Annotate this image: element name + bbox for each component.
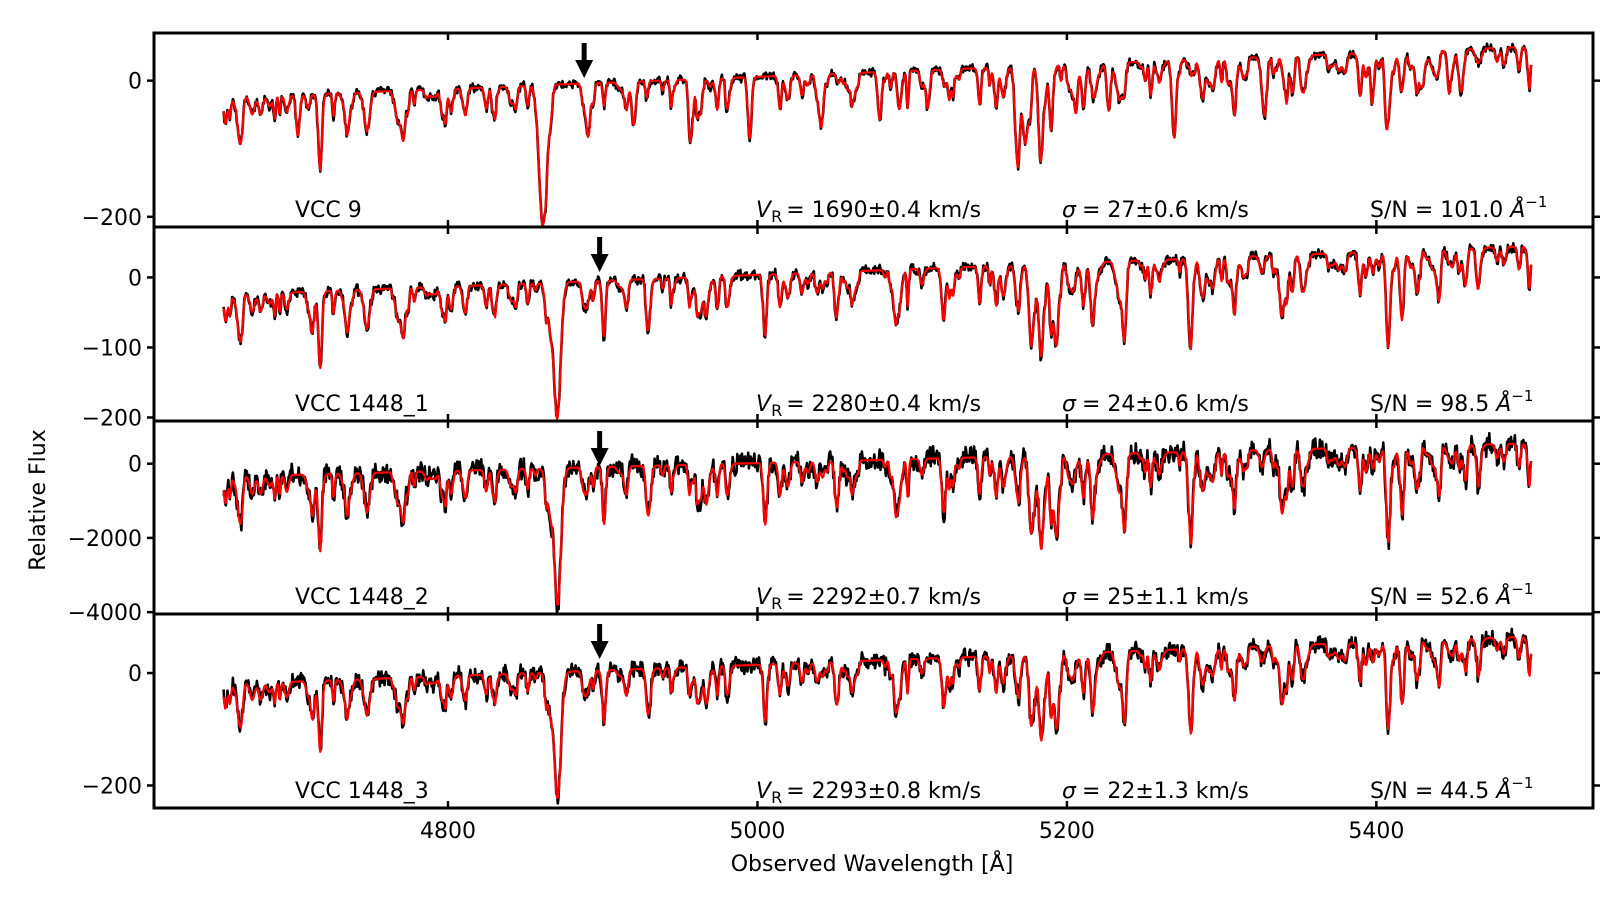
panel-frame [152,612,1595,810]
signal-to-noise-label: S/N = 101.0 Å−1 [1370,193,1547,223]
dispersion-label: σ = 24±0.6 km/s [1062,392,1249,417]
velocity-label: VR = 2292±0.7 km/s [756,585,981,613]
galaxy-name-label: VCC 1448_3 [295,779,429,804]
velocity-label: VR = 2293±0.8 km/s [756,779,981,807]
y-tick-label: 0 [128,266,142,291]
dispersion-label: σ = 22±1.3 km/s [1062,779,1249,804]
galaxy-name-label: VCC 1448_1 [295,392,429,417]
model-spectrum-line [222,442,1533,606]
signal-to-noise-label: S/N = 52.6 Å−1 [1370,580,1533,610]
x-tick-label: 5400 [1348,819,1404,844]
velocity-label: VR = 1690±0.4 km/s [756,198,981,226]
y-tick-label: −2000 [68,527,142,552]
velocity-label: VR = 2280±0.4 km/s [756,392,981,420]
spectrum-panel: 0 −100 −200 VCC 1448_1 VR = 2280±0.4 km/s σ = 2… [82,225,1600,431]
y-axis-label: Relative Flux [26,429,51,570]
spectrum-panel: 0 −200 VCC 9 VR = 1690±0.4 km/s σ = 27±0.6 km/… [82,31,1600,231]
observed-spectrum-line [222,627,1533,805]
galaxy-name-label: VCC 1448_2 [295,585,429,610]
y-tick-label: −200 [82,206,142,231]
spectrum-panel: 0 −2000 −4000 VCC 1448_2 VR = 2292±0.7 km/s σ =… [68,419,1600,626]
galaxy-name-label: VCC 9 [295,198,362,223]
y-tick-label: 0 [128,662,142,687]
model-spectrum-line [222,636,1533,799]
hbeta-arrow-head [590,641,609,659]
panels-group: 0 −200 VCC 9 VR = 1690±0.4 km/s σ = 27±0.6 km/… [68,31,1600,844]
dispersion-label: σ = 25±1.1 km/s [1062,585,1249,610]
y-tick-label: 0 [128,70,142,95]
y-tick-label: −200 [82,775,142,800]
spectrum-panel: 0 −200 VCC 1448_3 VR = 2293±0.8 km/s σ = 22±1.… [82,612,1600,810]
y-tick-label: −4000 [68,601,142,626]
model-spectrum-line [222,245,1533,421]
dispersion-label: σ = 27±0.6 km/s [1062,198,1249,223]
signal-to-noise-label: S/N = 98.5 Å−1 [1370,387,1533,417]
hbeta-arrow-head [590,254,609,272]
x-tick-label: 5000 [729,819,785,844]
x-tick-label: 5200 [1039,819,1095,844]
x-tick-label: 4800 [420,819,476,844]
model-spectrum-line [222,46,1533,227]
y-tick-label: 0 [128,453,142,478]
hbeta-arrow-head [590,448,609,466]
x-axis-label: Observed Wavelength [Å] [731,850,1014,877]
y-tick-label: −100 [82,336,142,361]
y-tick-label: −200 [82,406,142,431]
hbeta-arrow-head [575,60,594,78]
signal-to-noise-label: S/N = 44.5 Å−1 [1370,774,1533,804]
